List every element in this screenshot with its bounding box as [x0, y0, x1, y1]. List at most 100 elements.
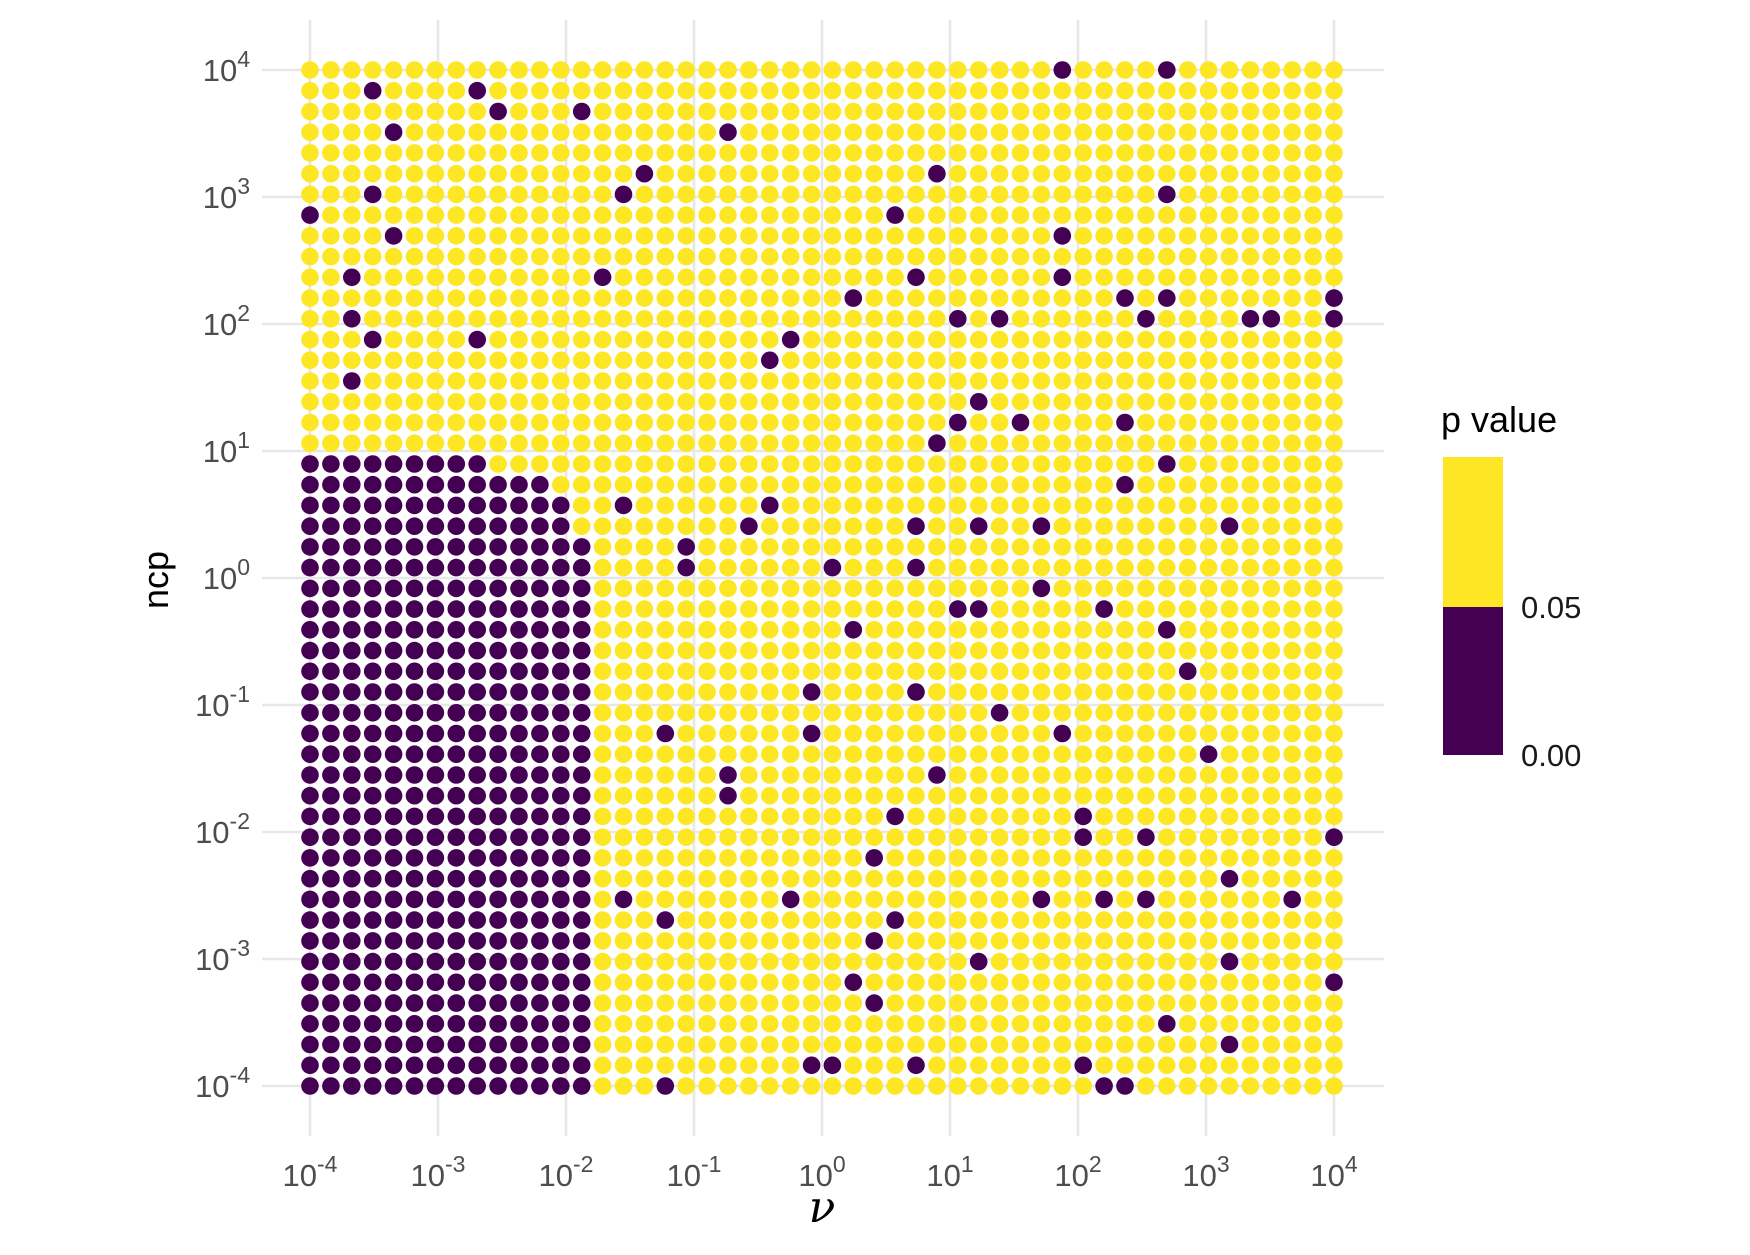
- data-point: [1283, 81, 1301, 100]
- data-point: [1074, 517, 1092, 535]
- data-point: [656, 579, 675, 598]
- data-point: [1011, 455, 1030, 473]
- data-point: [823, 600, 842, 618]
- data-point: [1137, 289, 1155, 307]
- data-point: [405, 475, 424, 494]
- data-point: [1116, 393, 1134, 411]
- data-point: [677, 849, 695, 867]
- data-point: [990, 1077, 1009, 1095]
- data-point: [969, 227, 988, 245]
- data-point: [489, 330, 507, 349]
- data-point: [802, 724, 821, 743]
- data-point: [886, 600, 904, 618]
- data-point: [447, 372, 466, 390]
- data-point: [635, 1015, 654, 1033]
- data-point: [1137, 911, 1155, 929]
- data-point: [844, 247, 863, 266]
- data-point: [1137, 1077, 1155, 1095]
- data-point: [990, 786, 1009, 805]
- data-point: [1325, 828, 1343, 846]
- data-point: [1032, 123, 1051, 141]
- data-point: [886, 1056, 904, 1075]
- data-point: [1262, 807, 1281, 826]
- data-point: [405, 932, 424, 950]
- data-point: [531, 662, 549, 681]
- data-point: [384, 434, 403, 453]
- data-point: [468, 869, 487, 888]
- data-point: [405, 164, 424, 183]
- data-point: [1325, 994, 1343, 1012]
- data-point: [322, 164, 340, 183]
- data-point: [1178, 662, 1197, 681]
- data-point: [384, 621, 403, 639]
- data-point: [1095, 1056, 1113, 1075]
- data-point: [405, 434, 424, 453]
- data-point: [907, 330, 925, 349]
- data-point: [489, 724, 507, 743]
- data-point: [698, 61, 716, 79]
- data-point: [1116, 144, 1134, 162]
- data-point: [1053, 538, 1072, 556]
- data-point: [719, 621, 737, 639]
- data-point: [1241, 807, 1260, 826]
- data-point: [447, 393, 466, 411]
- data-point: [865, 310, 883, 328]
- data-point: [468, 393, 487, 411]
- data-point: [1053, 185, 1072, 204]
- data-point: [510, 621, 528, 639]
- data-point: [301, 517, 319, 535]
- data-point: [531, 911, 549, 929]
- data-point: [1199, 600, 1218, 618]
- data-point: [1199, 662, 1218, 681]
- data-point: [656, 496, 675, 515]
- data-point: [510, 745, 528, 763]
- data-point: [781, 662, 800, 681]
- data-point: [1178, 538, 1197, 556]
- data-point: [907, 268, 925, 287]
- data-point: [990, 289, 1009, 307]
- data-point: [301, 455, 319, 473]
- data-point: [990, 372, 1009, 390]
- data-point: [593, 102, 612, 121]
- data-point: [1283, 330, 1301, 349]
- data-point: [1116, 102, 1134, 121]
- data-point: [802, 1035, 821, 1054]
- data-point: [1178, 849, 1197, 867]
- data-point: [1095, 247, 1113, 266]
- data-point: [343, 766, 361, 784]
- data-point: [1304, 766, 1322, 784]
- tick-label: 10-2: [195, 808, 250, 850]
- data-point: [1304, 1056, 1322, 1075]
- data-point: [301, 61, 319, 79]
- data-point: [531, 455, 549, 473]
- data-point: [1158, 1035, 1176, 1054]
- data-point: [969, 185, 988, 204]
- data-point: [990, 849, 1009, 867]
- data-point: [1325, 538, 1343, 556]
- data-point: [552, 683, 570, 701]
- data-point: [1074, 185, 1092, 204]
- data-point: [468, 227, 487, 245]
- data-point: [1158, 579, 1176, 598]
- data-point: [489, 849, 507, 867]
- data-point: [1032, 227, 1051, 245]
- data-point: [1011, 994, 1030, 1012]
- data-point: [1325, 206, 1343, 224]
- data-point: [1262, 310, 1281, 328]
- data-point: [1199, 911, 1218, 929]
- data-point: [949, 517, 967, 535]
- data-point: [1262, 475, 1281, 494]
- data-point: [489, 579, 507, 598]
- data-point: [1325, 372, 1343, 390]
- data-point: [844, 185, 863, 204]
- data-point: [593, 144, 612, 162]
- data-point: [1116, 289, 1134, 307]
- data-point: [343, 372, 361, 390]
- data-point: [489, 1035, 507, 1054]
- data-point: [1220, 745, 1239, 763]
- data-point: [865, 164, 883, 183]
- data-point: [1283, 517, 1301, 535]
- data-point: [322, 144, 340, 162]
- data-point: [552, 973, 570, 992]
- data-point: [489, 496, 507, 515]
